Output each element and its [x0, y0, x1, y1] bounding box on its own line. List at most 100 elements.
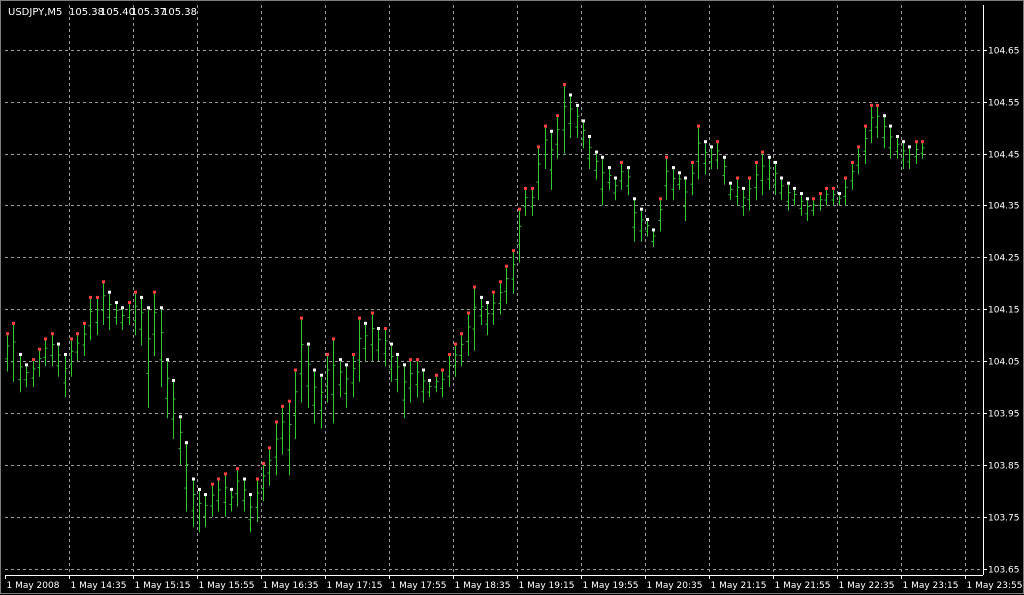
grid-layer: [5, 5, 983, 575]
bar-marker: [896, 134, 899, 138]
bar-marker: [768, 155, 771, 159]
bar-marker: [697, 124, 700, 128]
bar-marker: [6, 332, 9, 336]
bar-marker: [832, 186, 835, 190]
bar-marker: [537, 145, 540, 149]
bar-marker: [256, 477, 259, 481]
bar-marker: [851, 160, 854, 164]
bar-marker: [544, 124, 547, 128]
bar-marker: [300, 316, 303, 320]
bar-marker: [838, 192, 841, 196]
bar-marker: [25, 363, 28, 367]
close-price: 105.38: [162, 7, 197, 18]
bar-marker: [89, 295, 92, 299]
price-tick-label: 103.65: [988, 566, 1020, 576]
bar-marker: [620, 160, 623, 164]
time-tick-label: 1 May 23:55: [967, 581, 1023, 591]
bar-marker: [812, 197, 815, 201]
bar-marker: [288, 399, 291, 403]
bar-marker: [582, 119, 585, 123]
bar-marker: [102, 280, 105, 284]
bar-marker: [819, 192, 822, 196]
bar-marker: [787, 181, 790, 185]
time-tick-label: 1 May 20:35: [647, 581, 703, 591]
bar-marker: [652, 228, 655, 232]
time-tick-label: 1 May 17:55: [391, 581, 447, 591]
bar-marker: [659, 197, 662, 201]
bar-marker: [448, 352, 451, 356]
bar-marker: [249, 493, 252, 497]
bar-marker: [908, 145, 911, 149]
bar-marker: [32, 358, 35, 362]
bar-marker: [224, 472, 227, 476]
bar-marker: [345, 363, 348, 367]
bar-marker: [384, 327, 387, 331]
bar-marker: [569, 93, 572, 97]
bar-marker: [915, 140, 918, 144]
bar-marker: [313, 368, 316, 372]
bar-marker: [352, 352, 355, 356]
bar-marker: [441, 368, 444, 372]
time-tick-label: 1 May 18:35: [455, 581, 511, 591]
bar-marker: [480, 295, 483, 299]
bar-marker: [825, 186, 828, 190]
bar-marker: [780, 176, 783, 180]
bar-marker: [409, 358, 412, 362]
bar-marker: [729, 181, 732, 185]
price-tick-label: 104.45: [988, 151, 1020, 161]
bar-marker: [864, 124, 867, 128]
bar-marker: [748, 176, 751, 180]
time-tick-label: 1 May 21:15: [711, 581, 767, 591]
bar-marker: [416, 358, 419, 362]
bar-marker: [96, 295, 99, 299]
bar-marker: [716, 140, 719, 144]
bar-marker: [723, 155, 726, 159]
bar-marker: [371, 311, 374, 315]
bar-marker: [396, 352, 399, 356]
bar-marker: [499, 280, 502, 284]
bar-marker: [204, 493, 207, 497]
bar-marker: [166, 358, 169, 362]
price-tick-label: 104.65: [988, 47, 1020, 57]
bar-marker: [140, 295, 143, 299]
bar-marker: [121, 306, 124, 310]
time-tick-label: 1 May 23:15: [903, 581, 959, 591]
bar-marker: [339, 358, 342, 362]
bar-marker: [646, 218, 649, 222]
bar-marker: [57, 342, 60, 346]
bar-marker: [128, 301, 131, 305]
bar-marker: [294, 368, 297, 372]
bar-marker: [70, 337, 73, 341]
time-tick-label: 1 May 15:15: [135, 581, 191, 591]
bar-marker: [595, 150, 598, 154]
bar-marker: [332, 337, 335, 341]
open-price: 105.38: [69, 7, 104, 18]
bar-marker: [198, 487, 201, 491]
bar-marker: [704, 140, 707, 144]
bar-marker: [192, 477, 195, 481]
bar-marker: [857, 145, 860, 149]
bar-marker: [147, 306, 150, 310]
bar-marker: [492, 290, 495, 294]
price-tick-label: 104.35: [988, 202, 1020, 212]
bars-layer: [5, 83, 925, 533]
bar-marker: [38, 347, 41, 351]
bar-marker: [601, 155, 604, 159]
bar-marker: [115, 301, 118, 305]
price-tick-label: 104.05: [988, 358, 1020, 368]
bar-marker: [230, 487, 233, 491]
time-tick-label: 1 May 14:35: [71, 581, 127, 591]
high-price: 105.40: [100, 7, 135, 18]
bar-marker: [275, 420, 278, 424]
bar-marker: [806, 197, 809, 201]
time-tick-label: 1 May 17:15: [327, 581, 383, 591]
bar-marker: [454, 342, 457, 346]
bar-marker: [12, 321, 15, 325]
bar-marker: [876, 103, 879, 107]
bar-marker: [640, 207, 643, 211]
bar-marker: [44, 337, 47, 341]
bar-marker: [755, 160, 758, 164]
time-tick-label: 1 May 2008: [7, 581, 60, 591]
